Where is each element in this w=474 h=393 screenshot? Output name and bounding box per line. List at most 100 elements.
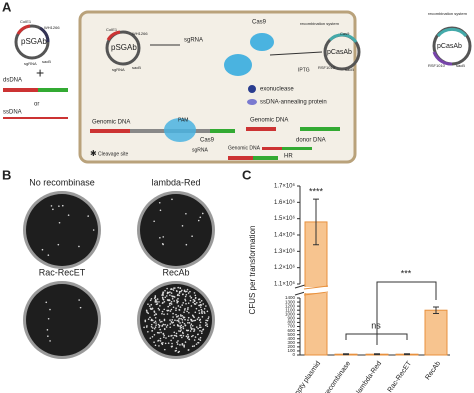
colony (198, 338, 200, 340)
y-tick-label: 500 (287, 332, 295, 337)
colony (149, 307, 152, 310)
colony (159, 209, 162, 212)
colony (169, 291, 171, 293)
y-tick-label: 800 (287, 320, 295, 325)
colony (202, 328, 204, 331)
colony (175, 289, 178, 292)
diagram-text: sgRNA (24, 61, 37, 66)
colony (180, 334, 183, 337)
colony (182, 327, 185, 330)
diagram-text: PAM (178, 117, 188, 123)
colony (185, 290, 188, 293)
colony (166, 313, 169, 315)
colony (174, 350, 177, 352)
plate-name: RecAb (162, 267, 189, 277)
colony (170, 292, 173, 294)
colony (179, 330, 182, 333)
colony (181, 343, 184, 345)
colony (161, 320, 163, 323)
x-tick-label: no recombinase (318, 360, 352, 393)
diagram-text: sacB (345, 67, 354, 72)
panel-b: B No recombinase lambda-Red Rac-RecET RecAb (2, 167, 215, 359)
colony (191, 324, 194, 327)
colony (156, 298, 159, 300)
plate (140, 194, 212, 266)
colony (171, 319, 174, 321)
x-tick-label: empty plasmid (291, 360, 323, 393)
colony (195, 343, 198, 345)
error-bar (404, 353, 410, 356)
colony (175, 347, 178, 349)
colony (178, 290, 181, 293)
colony (202, 303, 205, 305)
colony (157, 340, 159, 342)
diagram-text: Genomic DNA (250, 118, 288, 124)
colony (179, 322, 181, 324)
colony (154, 326, 157, 328)
colony (191, 235, 193, 238)
colony (169, 304, 171, 306)
colony (193, 302, 196, 305)
plasmid (105, 30, 141, 66)
colony (49, 340, 51, 342)
colony (193, 292, 196, 294)
colony (171, 298, 174, 300)
colony (164, 342, 167, 345)
colony (205, 321, 207, 324)
colony (189, 290, 191, 293)
colony (58, 205, 60, 207)
colony (196, 318, 199, 320)
colony (176, 319, 178, 322)
colony (177, 319, 180, 321)
colony (190, 318, 192, 321)
colony (204, 324, 207, 327)
colony (174, 319, 176, 322)
diagram-text: sacB (456, 63, 465, 68)
y-tick-label: 1.4×10⁶ (274, 232, 296, 239)
y-tick-label: 1.2×10⁶ (274, 264, 296, 271)
colony (157, 323, 160, 326)
colony (189, 325, 192, 327)
colony (173, 287, 175, 289)
colony (167, 305, 170, 308)
colony (158, 309, 161, 311)
y-tick-label: 900 (287, 316, 295, 321)
colony (52, 208, 54, 211)
colony (200, 308, 203, 311)
colony (175, 307, 177, 309)
colony (200, 311, 203, 313)
annotation: *** (401, 268, 412, 278)
colony (180, 324, 183, 327)
colony (177, 351, 180, 354)
colony (87, 215, 89, 217)
colony (194, 296, 197, 299)
colony (187, 322, 189, 324)
colony (154, 298, 157, 301)
diagram-text: sacB (42, 59, 51, 64)
colony (78, 299, 80, 301)
colony (184, 324, 187, 327)
colony (187, 292, 190, 294)
colony (187, 316, 190, 319)
colony (154, 316, 157, 319)
diagram-text: recombination system (300, 21, 340, 26)
diagram-text: ssDNA (3, 110, 22, 116)
colony (166, 287, 168, 290)
colony (187, 319, 189, 321)
y-tick-label: 1.3×10⁶ (274, 248, 296, 255)
colony (154, 300, 157, 302)
colony (179, 287, 181, 289)
y-tick-label: 0 (292, 352, 295, 357)
colony (183, 322, 186, 325)
plate-name: Rac-RecET (39, 267, 86, 277)
colony (182, 326, 184, 328)
panel-label: C (242, 167, 252, 182)
colony (162, 297, 164, 300)
y-tick-label: 400 (287, 336, 295, 341)
colony (92, 229, 95, 231)
diagram-text: CoIE1 (106, 27, 118, 32)
colony (171, 342, 173, 345)
colony (180, 317, 182, 320)
diagram-text: ssDNA-annealing protein (260, 100, 327, 106)
y-tick-label: 1.5×10⁶ (274, 215, 296, 222)
